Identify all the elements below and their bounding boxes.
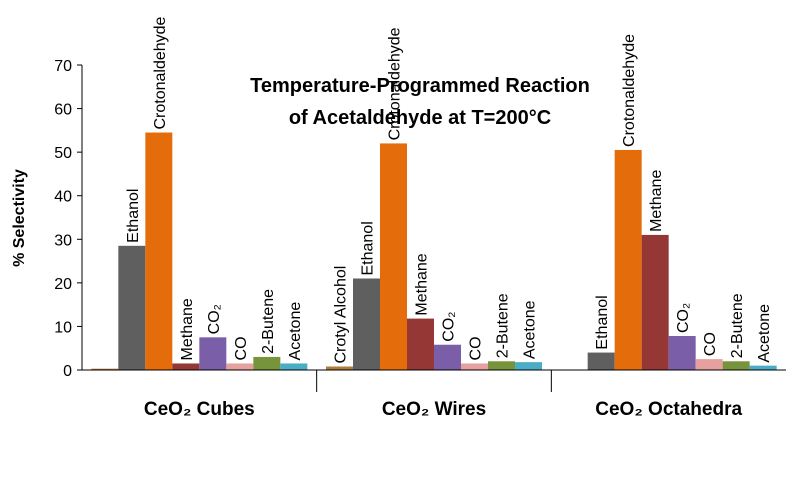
bar-label: CO₂ — [675, 303, 692, 333]
bar — [380, 143, 407, 370]
bar-label: Methane — [648, 170, 665, 232]
bar-label: CO — [468, 336, 485, 360]
chart-title: Temperature-Programmed Reaction — [250, 75, 590, 97]
bar-label: Ethanol — [360, 221, 377, 275]
bar — [253, 356, 281, 370]
bar — [226, 363, 254, 370]
bar — [407, 318, 434, 370]
y-tick-label: 30 — [54, 232, 72, 249]
bar — [641, 234, 669, 370]
bar-label: Methane — [179, 298, 196, 360]
bar-label: Crotyl Alcohol — [333, 266, 350, 364]
chart-title: of Acetaldehyde at T=200°C — [289, 107, 551, 129]
bar-label: Ethanol — [125, 189, 142, 243]
bar-label: Crotonaldehyde — [387, 27, 404, 140]
y-tick-label: 20 — [54, 276, 72, 293]
bar — [199, 337, 227, 370]
bar-label: 2-Butene — [729, 293, 746, 358]
bar — [172, 363, 200, 370]
bar-label: CO₂ — [441, 312, 458, 342]
bar-label: 2-Butene — [495, 293, 512, 358]
bar-label: Acetone — [522, 300, 539, 359]
bar-label: Acetone — [287, 302, 304, 361]
bar — [326, 366, 353, 370]
bar — [353, 278, 380, 370]
y-tick-label: 70 — [54, 58, 72, 75]
bar — [145, 132, 173, 370]
bar — [280, 363, 308, 370]
x-tick-label: CeO₂ Cubes — [144, 399, 255, 420]
bar — [668, 336, 696, 370]
y-tick-label: 0 — [63, 363, 72, 380]
bar-label: CO — [233, 336, 250, 360]
bar-label: Acetone — [756, 304, 773, 363]
bar — [587, 352, 615, 370]
x-tick-label: CeO₂ Octahedra — [595, 399, 742, 420]
bar — [614, 149, 642, 370]
bar — [722, 361, 750, 370]
bar-label: Crotonaldehyde — [152, 16, 169, 129]
bar — [488, 361, 515, 370]
bar — [515, 362, 542, 370]
bar-label: CO₂ — [206, 304, 223, 334]
bar — [749, 365, 777, 370]
y-tick-label: 40 — [54, 189, 72, 206]
x-tick-label: CeO₂ Wires — [382, 399, 486, 420]
bar-label: Ethanol — [594, 295, 611, 349]
bar — [91, 368, 119, 370]
y-axis-label: % Selectivity — [11, 169, 28, 267]
bar-label: Crotonaldehyde — [621, 34, 638, 147]
y-tick-label: 60 — [54, 102, 72, 119]
bar-label: CO — [702, 332, 719, 356]
bar — [118, 245, 146, 370]
bar-label: 2-Butene — [260, 289, 277, 354]
bar-label: Methane — [414, 253, 431, 315]
y-tick-label: 50 — [54, 145, 72, 162]
bar — [434, 344, 461, 370]
y-tick-label: 10 — [54, 319, 72, 336]
bar — [695, 359, 723, 370]
bar — [461, 363, 488, 370]
